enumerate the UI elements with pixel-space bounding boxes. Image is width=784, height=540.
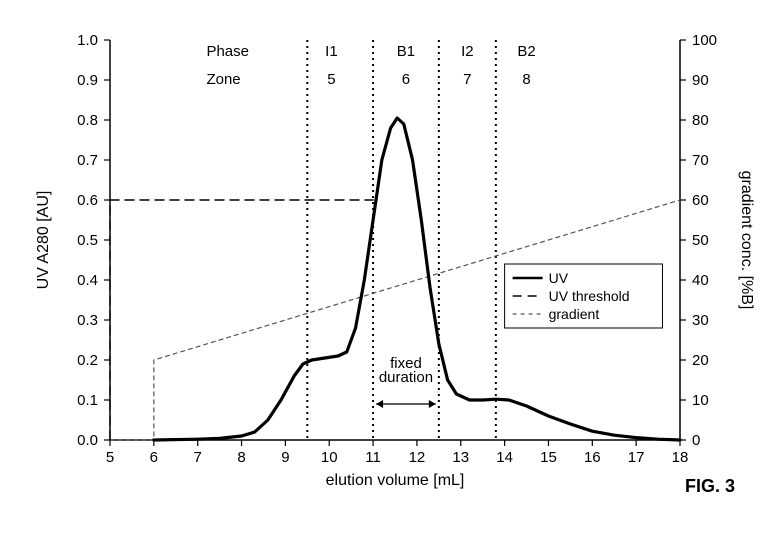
x-tick-label: 16	[584, 449, 601, 466]
yl-tick-label: 0.7	[77, 152, 98, 169]
legend-label: UV	[549, 270, 569, 286]
x-tick-label: 8	[237, 449, 245, 466]
yl-tick-label: 0.6	[77, 192, 98, 209]
x-tick-label: 9	[281, 449, 289, 466]
legend-label: UV threshold	[549, 288, 630, 304]
x-tick-label: 14	[496, 449, 513, 466]
zone-top: B2	[517, 43, 535, 60]
yl-tick-label: 1.0	[77, 32, 98, 49]
x-axis-label: elution volume [mL]	[326, 472, 465, 489]
yr-tick-label: 100	[692, 32, 717, 49]
x-tick-label: 17	[628, 449, 645, 466]
yr-tick-label: 50	[692, 232, 709, 249]
yl-tick-label: 0.9	[77, 72, 98, 89]
zone-top: I2	[461, 43, 474, 60]
x-tick-label: 13	[452, 449, 469, 466]
zone-bottom: 8	[522, 71, 530, 88]
x-tick-label: 15	[540, 449, 557, 466]
yl-tick-label: 0.4	[77, 272, 98, 289]
yr-tick-label: 20	[692, 352, 709, 369]
zone-top: B1	[397, 43, 415, 60]
zone-bottom: 7	[463, 71, 471, 88]
yr-tick-label: 30	[692, 312, 709, 329]
zone-top: I1	[325, 43, 338, 60]
zone-bottom: 6	[402, 71, 410, 88]
yr-tick-label: 10	[692, 392, 709, 409]
x-tick-label: 6	[150, 449, 158, 466]
fixed-duration-label-2: duration	[379, 369, 433, 386]
x-tick-label: 5	[106, 449, 114, 466]
yr-tick-label: 60	[692, 192, 709, 209]
yl-tick-label: 0.2	[77, 352, 98, 369]
x-tick-label: 7	[194, 449, 202, 466]
yl-tick-label: 0.8	[77, 112, 98, 129]
zone-header-1: Phase	[206, 43, 249, 60]
yl-tick-label: 0.1	[77, 392, 98, 409]
chart-bg	[0, 0, 784, 540]
y-right-label: gradient conc. [%B]	[738, 171, 755, 310]
y-left-label: UV A280 [AU]	[35, 191, 52, 290]
yl-tick-label: 0.0	[77, 432, 98, 449]
yl-tick-label: 0.3	[77, 312, 98, 329]
yr-tick-label: 80	[692, 112, 709, 129]
x-tick-label: 18	[672, 449, 689, 466]
yl-tick-label: 0.5	[77, 232, 98, 249]
legend-label: gradient	[549, 306, 600, 322]
x-tick-label: 11	[365, 449, 381, 466]
figure-label: FIG. 3	[685, 476, 735, 496]
zone-header-2: Zone	[206, 71, 240, 88]
yr-tick-label: 90	[692, 72, 709, 89]
yr-tick-label: 40	[692, 272, 709, 289]
zone-bottom: 5	[327, 71, 335, 88]
yr-tick-label: 0	[692, 432, 700, 449]
x-tick-label: 12	[409, 449, 426, 466]
x-tick-label: 10	[321, 449, 338, 466]
yr-tick-label: 70	[692, 152, 709, 169]
